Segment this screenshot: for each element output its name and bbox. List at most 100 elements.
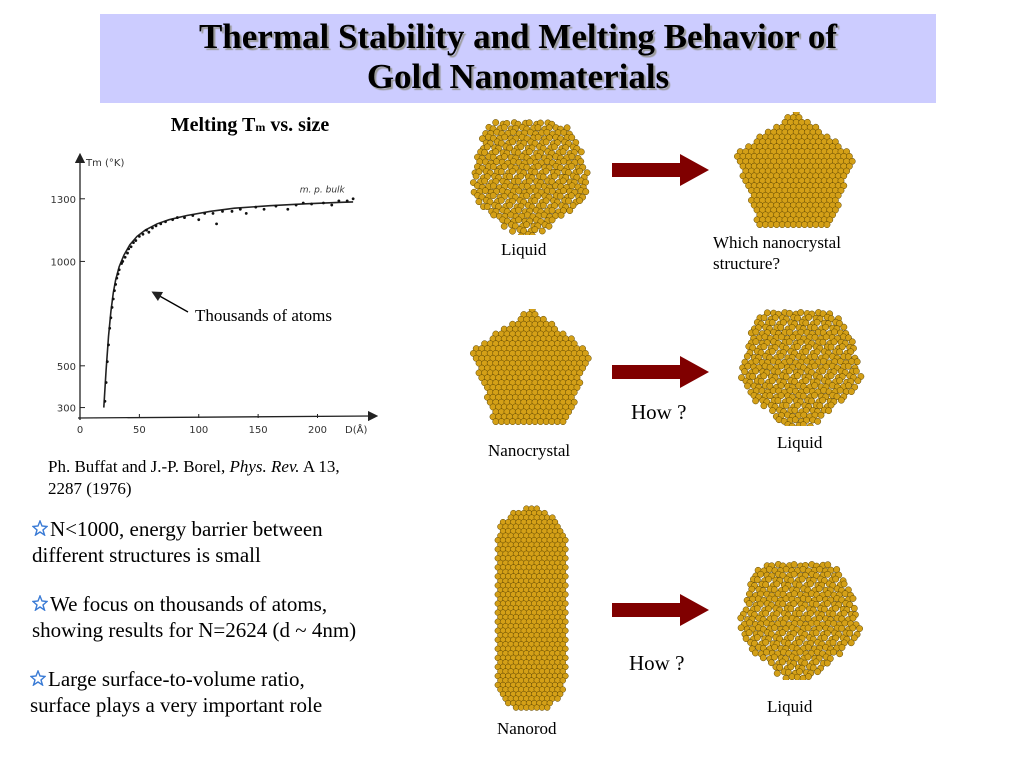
gold-atom <box>554 695 561 702</box>
gold-atom <box>576 197 584 204</box>
gold-atom <box>790 570 798 578</box>
star-bullet-icon <box>29 666 48 692</box>
gold-atom <box>490 211 498 219</box>
gold-atom <box>773 221 780 228</box>
gold-atom <box>838 625 846 632</box>
data-point <box>211 212 215 215</box>
gold-atom <box>816 402 824 410</box>
gold-atom <box>752 328 760 336</box>
data-point <box>254 205 258 209</box>
gold-atom <box>779 629 786 637</box>
gold-atom <box>797 309 805 316</box>
gold-atom <box>568 162 575 170</box>
data-point <box>109 316 113 320</box>
gold-atom <box>805 673 812 680</box>
gold-atom <box>737 614 745 622</box>
data-point <box>121 260 125 263</box>
gold-atom <box>762 609 770 617</box>
row-1-left-label: Liquid <box>501 240 547 259</box>
data-point <box>107 343 110 347</box>
x-tick-label: 200 <box>308 425 327 436</box>
gold-atom <box>500 124 508 131</box>
gold-atom <box>777 324 785 331</box>
gold-atom <box>829 610 837 618</box>
gold-atom <box>816 566 824 573</box>
citation-journal: Phys. Rev. <box>229 457 300 476</box>
gold-atom <box>534 133 542 141</box>
gold-atom <box>844 362 852 370</box>
gold-atom <box>784 221 792 228</box>
gold-atom <box>501 153 508 160</box>
x-tick-label: 150 <box>249 425 268 436</box>
x-tick-label: 100 <box>189 425 208 436</box>
gold-atom <box>551 172 558 180</box>
gold-atom <box>802 319 810 327</box>
gold-atom <box>773 580 781 588</box>
gold-atom <box>818 221 825 228</box>
gold-atom <box>814 668 821 676</box>
gold-atom <box>791 416 799 424</box>
gold-atom <box>824 590 832 598</box>
gold-atom <box>799 421 807 426</box>
note-pointer <box>151 291 189 313</box>
data-point <box>111 297 115 301</box>
gold-atom <box>806 422 814 426</box>
chart-heading-subscript: m <box>255 120 266 134</box>
gold-atom <box>849 614 857 622</box>
gold-atom <box>804 615 812 622</box>
gold-atom <box>746 590 753 598</box>
x-tick-label: 0 <box>77 425 83 436</box>
gold-atom <box>777 352 785 360</box>
bullet-item: We focus on thousands of atoms, showing … <box>31 591 356 643</box>
bullet-1-line-2: different structures is small <box>32 543 261 567</box>
gold-atom <box>767 221 775 228</box>
data-point <box>301 201 305 205</box>
data-point <box>337 199 341 203</box>
gold-atom <box>796 610 803 617</box>
gold-atom <box>514 418 522 425</box>
gold-atom <box>823 221 831 228</box>
data-point <box>191 214 195 217</box>
gold-atom <box>848 338 856 346</box>
gold-atom <box>539 173 547 181</box>
gold-atom <box>492 119 500 126</box>
data-point <box>294 203 298 207</box>
gold-atom <box>771 624 778 632</box>
data-point <box>123 255 127 259</box>
data-point <box>322 201 325 205</box>
gold-atom <box>779 619 787 627</box>
gold-atom <box>509 168 516 175</box>
gold-atom <box>827 372 835 380</box>
gold-atom <box>769 407 776 414</box>
gold-atom <box>531 418 539 425</box>
data-point <box>230 209 234 213</box>
gold-atom <box>800 392 807 400</box>
gold-atom <box>814 418 822 425</box>
data-point <box>108 326 112 330</box>
row-2-right-label: Liquid <box>777 433 823 452</box>
gold-atom <box>737 624 745 632</box>
gold-atom <box>753 605 761 612</box>
gold-atom <box>790 600 798 608</box>
gold-atom <box>846 629 854 637</box>
gold-atom <box>811 362 819 370</box>
gold-atom <box>500 222 508 230</box>
gold-atom <box>830 338 838 346</box>
gold-atom <box>523 192 531 200</box>
gold-atom <box>820 357 827 365</box>
gold-atom <box>509 138 517 146</box>
gold-atom <box>542 418 550 425</box>
gold-atom <box>771 314 779 322</box>
gold-atom <box>803 387 811 394</box>
gold-atom <box>545 222 553 230</box>
melting-chart: 300 500 1000 1300 0 50 100 150 200 Tm (°K) D(Å) m. … <box>51 152 378 436</box>
gold-atom <box>538 227 546 235</box>
data-point <box>175 216 179 219</box>
gold-atom <box>777 362 785 370</box>
gold-atom <box>563 124 571 132</box>
gold-atom <box>845 382 852 389</box>
data-point <box>114 282 118 286</box>
gold-atom <box>525 119 533 127</box>
gold-atom <box>854 377 862 385</box>
gold-atom <box>492 148 500 156</box>
